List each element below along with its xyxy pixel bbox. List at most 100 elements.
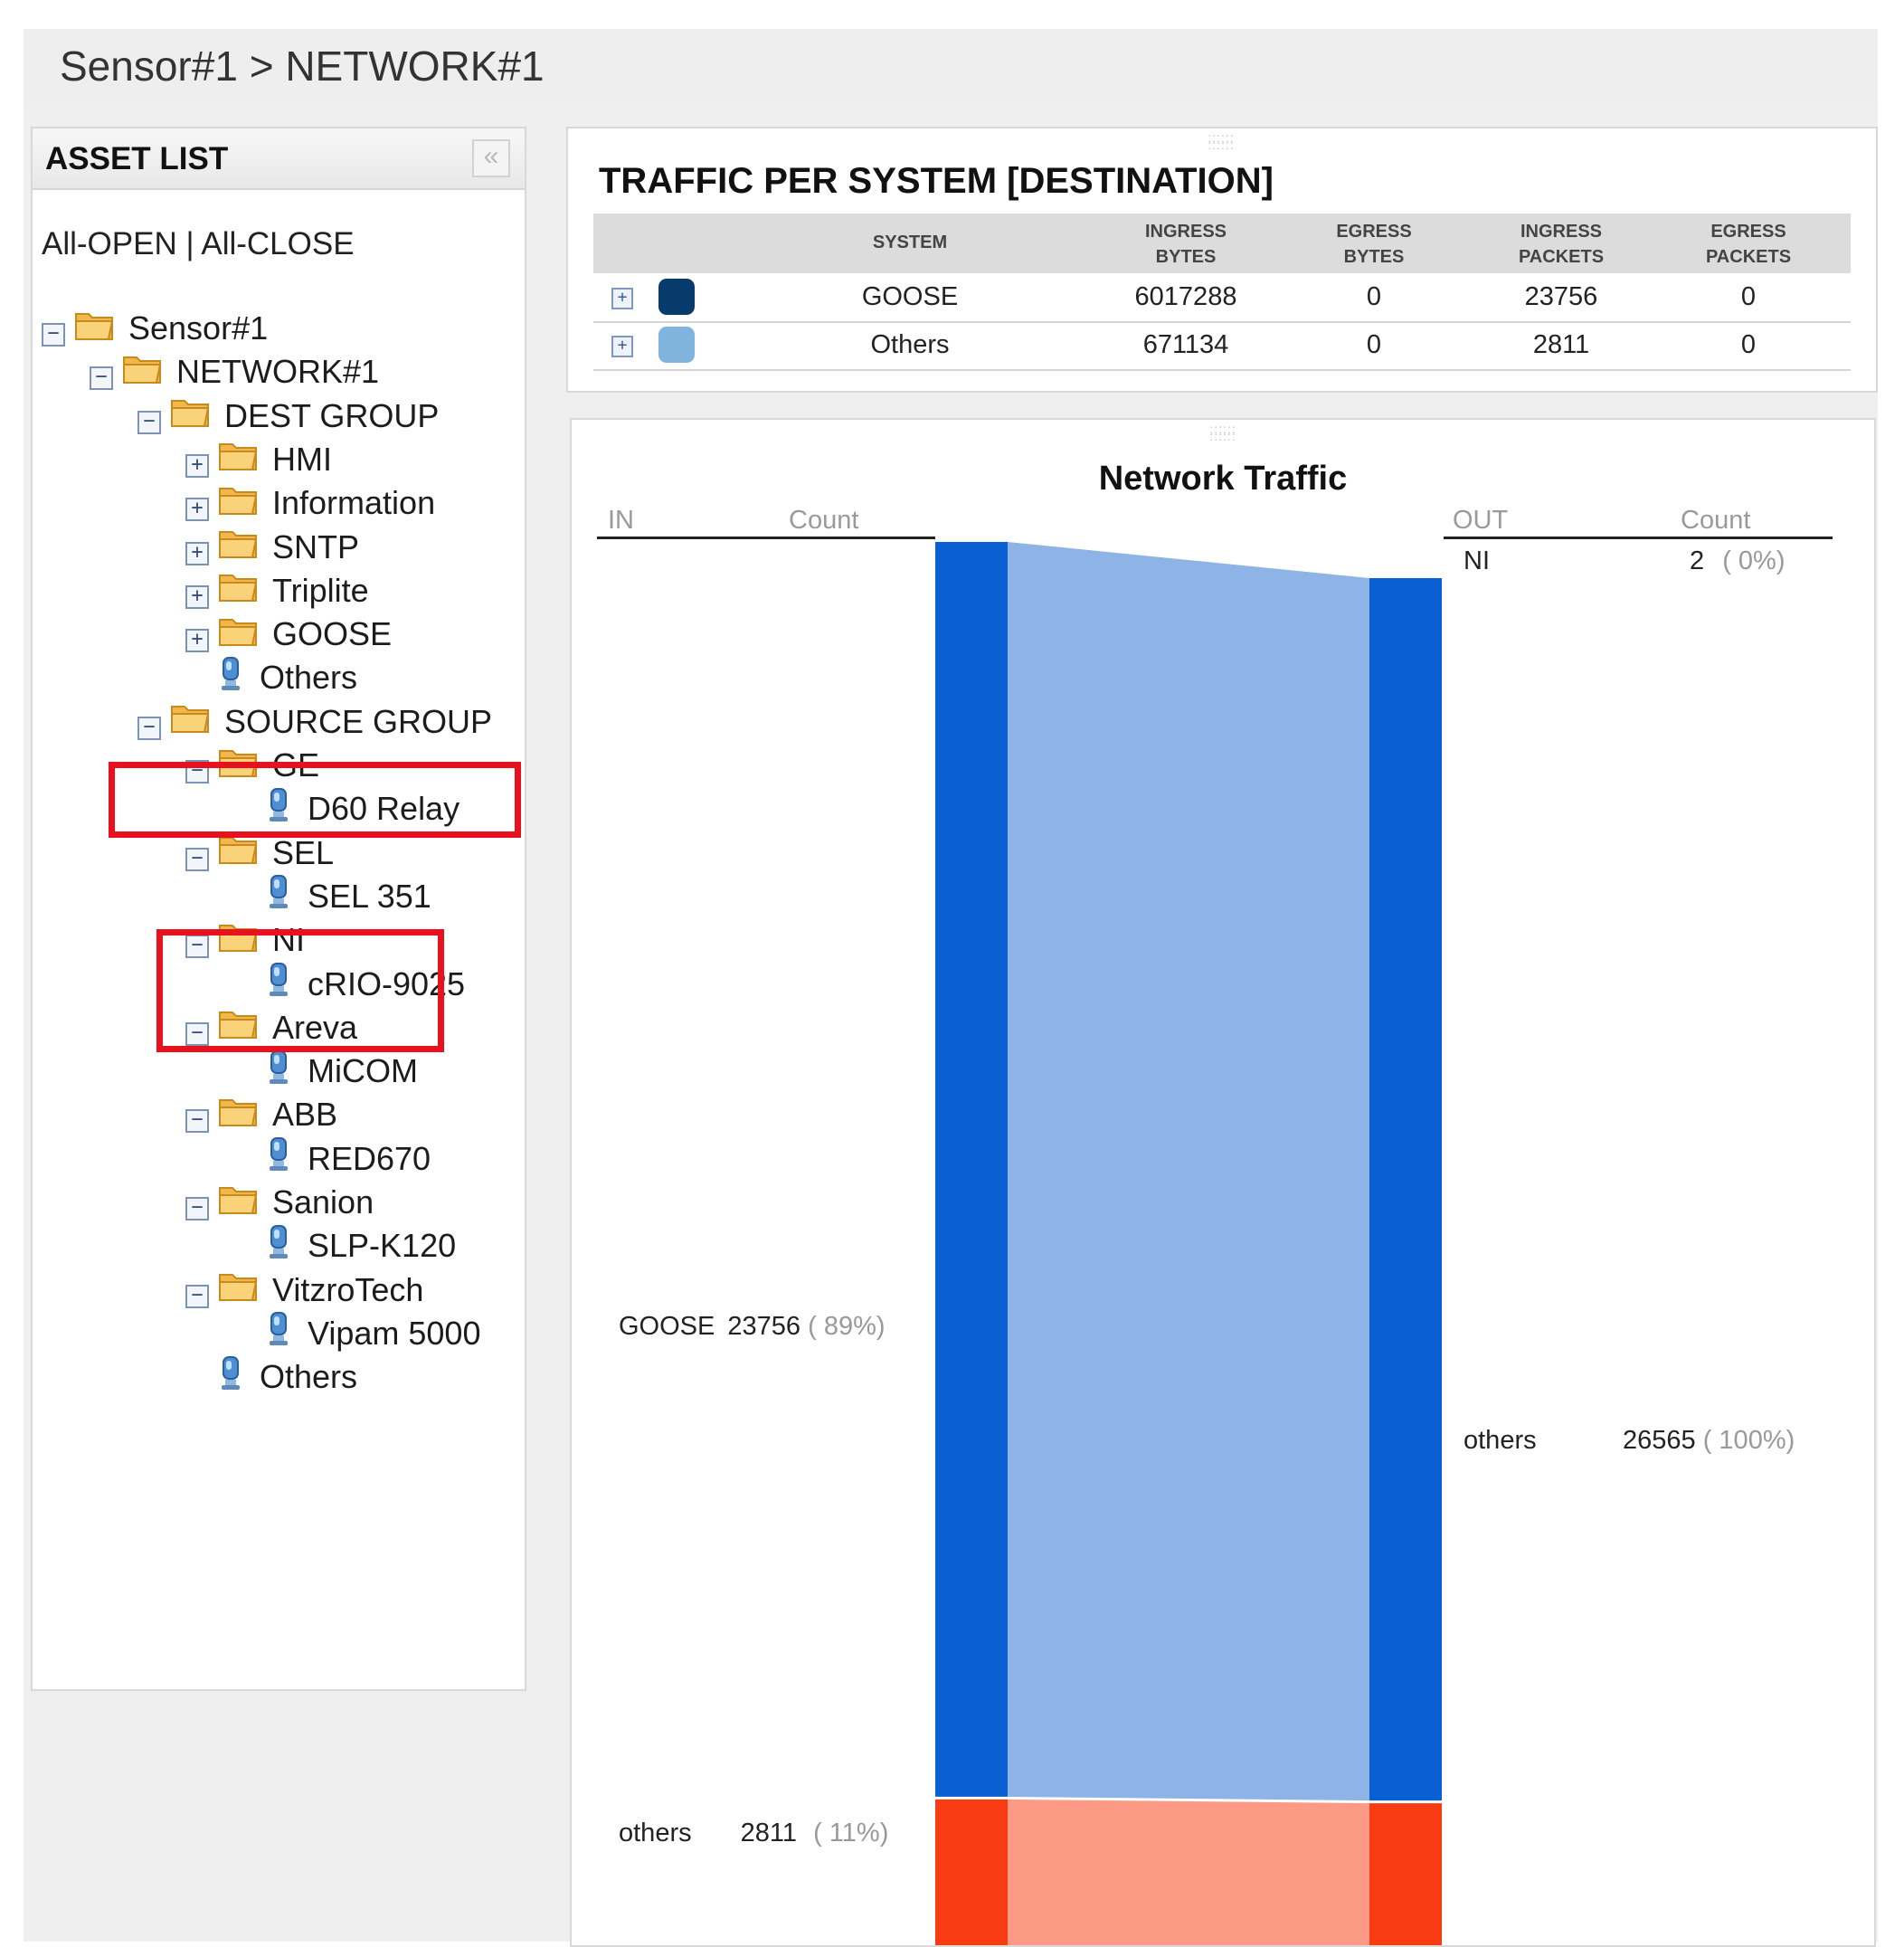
cell-egress-bytes: 0 (1366, 282, 1382, 311)
folder-icon (218, 570, 272, 611)
tree-folder-node[interactable]: − NI (185, 916, 305, 964)
in-header-rule (597, 537, 935, 539)
collapse-icon[interactable]: − (185, 847, 209, 871)
out-label-ni: NI (1464, 546, 1490, 576)
tree-folder-node[interactable]: − NETWORK#1 (90, 347, 379, 396)
out-count-header: Count (1681, 506, 1751, 535)
tree-device-node[interactable]: SEL 351 (266, 872, 431, 921)
drag-grip-icon[interactable]: :::::::::::: (1209, 422, 1236, 443)
tree-folder-node[interactable]: − DEST GROUP (137, 392, 439, 441)
tree-folder-node[interactable]: − Sensor#1 (42, 304, 268, 353)
tree-folder-node[interactable]: − Areva (185, 1003, 357, 1052)
tree-folder-node[interactable]: + SNTP (185, 523, 359, 572)
tree-node-label: Sensor#1 (128, 309, 269, 347)
out-percent: ( 100%) (1702, 1426, 1795, 1455)
tree-folder-node[interactable]: + GOOSE (185, 610, 392, 659)
highlight-sel (156, 929, 444, 1052)
sankey-out-node-others-goose (1369, 578, 1442, 1801)
expand-icon[interactable]: + (185, 629, 209, 653)
tree-device-node[interactable]: RED670 (266, 1135, 431, 1183)
breadcrumb-bar: Sensor#1 > NETWORK#1 (24, 29, 1878, 105)
table-row[interactable]: + GOOSE 6017288 0 23756 0 (593, 273, 1851, 323)
out-percent: ( 0%) (1722, 546, 1786, 575)
tree-folder-node[interactable]: − VitzroTech (185, 1266, 423, 1315)
tree-device-node[interactable]: MiCOM (266, 1047, 418, 1096)
out-header-rule (1444, 537, 1833, 539)
in-percent: ( 89%) (808, 1312, 886, 1341)
tree-node-label: SNTP (272, 527, 360, 565)
table-header: SYSTEM INGRESS BYTES EGRESS BYTES INGRES… (593, 214, 1851, 273)
sankey-flow-others (1008, 1799, 1369, 1945)
device-icon (218, 1355, 260, 1400)
tree-folder-node[interactable]: − ABB (185, 1090, 337, 1139)
tree-device-node[interactable]: D60 Relay (266, 784, 459, 833)
out-label-others: others (1464, 1426, 1537, 1456)
in-count: 2811 (740, 1819, 798, 1847)
in-name: GOOSE (619, 1312, 715, 1341)
tree-node-label: Others (260, 659, 358, 697)
cell-egress-packets: 0 (1740, 330, 1757, 359)
series-color-swatch (658, 327, 695, 363)
tree-folder-node[interactable]: + Information (185, 479, 435, 527)
tree-device-node[interactable]: Others (218, 653, 357, 702)
collapse-icon[interactable]: − (185, 1284, 209, 1308)
cell-system: GOOSE (861, 282, 959, 311)
expand-icon[interactable]: + (185, 453, 209, 478)
collapse-panel-button[interactable]: « (472, 139, 510, 177)
network-traffic-panel: :::::::::::: Network Traffic IN Count OU… (570, 418, 1876, 1947)
all-open-close-links[interactable]: All-OPEN | All-CLOSE (42, 226, 355, 261)
tree-folder-node[interactable]: − SEL (185, 829, 334, 878)
tree-node-label: MiCOM (308, 1052, 418, 1090)
tree-node-label: NI (272, 921, 305, 959)
folder-icon (122, 352, 176, 393)
tree-node-label: NETWORK#1 (176, 353, 380, 391)
tree-folder-node[interactable]: + HMI (185, 435, 332, 484)
tree-node-label: Vipam 5000 (308, 1314, 481, 1352)
device-icon (266, 1049, 308, 1094)
out-name: others (1464, 1426, 1537, 1455)
table-row[interactable]: + Others 671134 0 2811 0 (593, 321, 1851, 371)
expand-icon[interactable]: + (185, 541, 209, 565)
expand-icon[interactable]: + (185, 584, 209, 609)
sankey-in-node-others (935, 1799, 1008, 1945)
tree-device-node[interactable]: Vipam 5000 (266, 1309, 480, 1358)
col-egress-packets[interactable]: EGRESS PACKETS (1705, 222, 1792, 267)
col-ingress-packets[interactable]: INGRESS PACKETS (1518, 222, 1605, 267)
collapse-icon[interactable]: − (137, 716, 161, 740)
expand-row-icon[interactable]: + (611, 336, 633, 357)
cell-egress-bytes: 0 (1366, 330, 1382, 359)
highlight-source-group (109, 762, 521, 838)
out-count-ni: 2 ( 0%) (1690, 546, 1786, 576)
folder-icon (218, 1182, 272, 1223)
tree-folder-node[interactable]: + Triplite (185, 566, 369, 615)
tree-node-label: ABB (272, 1096, 338, 1134)
collapse-icon[interactable]: − (185, 1021, 209, 1046)
collapse-icon[interactable]: − (185, 935, 209, 959)
series-color-swatch (658, 279, 695, 315)
network-traffic-title: Network Traffic (1098, 460, 1348, 498)
device-icon (266, 874, 308, 918)
col-system[interactable]: SYSTEM (872, 233, 948, 252)
expand-icon[interactable]: + (185, 498, 209, 522)
traffic-per-system-title: TRAFFIC PER SYSTEM [DESTINATION] (599, 161, 1274, 201)
tree-node-label: RED670 (308, 1139, 431, 1177)
tree-device-node[interactable]: Others (218, 1353, 357, 1401)
breadcrumb: Sensor#1 > NETWORK#1 (60, 43, 545, 90)
collapse-icon[interactable]: − (42, 323, 65, 347)
col-ingress-bytes[interactable]: INGRESS BYTES (1144, 222, 1227, 267)
device-icon (266, 1136, 308, 1181)
folder-icon (218, 614, 272, 655)
tree-node-label: HMI (272, 440, 332, 478)
collapse-icon[interactable]: − (185, 1197, 209, 1220)
collapse-icon[interactable]: − (185, 1109, 209, 1134)
col-egress-bytes[interactable]: EGRESS BYTES (1336, 222, 1412, 267)
tree-device-node[interactable]: SLP-K120 (266, 1221, 456, 1270)
drag-grip-icon[interactable]: :::::::::::: (1208, 130, 1235, 152)
expand-row-icon[interactable]: + (611, 288, 633, 309)
asset-list-title: ASSET LIST (45, 141, 229, 176)
tree-node-label: SEL (272, 833, 335, 871)
tree-folder-node[interactable]: − SOURCE GROUP (137, 698, 492, 746)
tree-folder-node[interactable]: − Sanion (185, 1178, 374, 1227)
collapse-icon[interactable]: − (90, 366, 113, 391)
collapse-icon[interactable]: − (137, 410, 161, 434)
